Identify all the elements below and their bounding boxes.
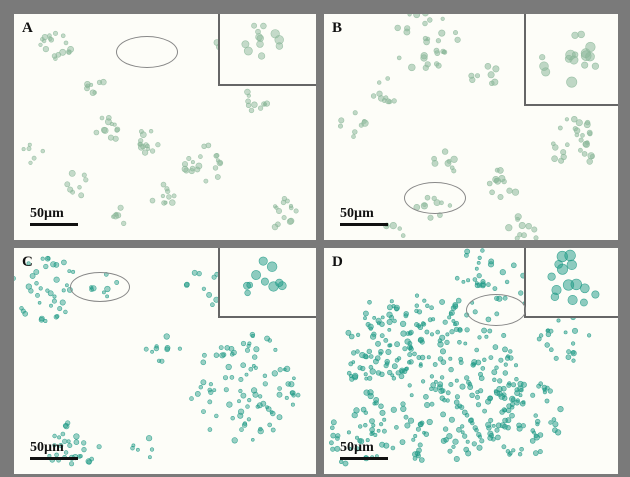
panel-b: B 50µm: [324, 14, 618, 240]
panel-c-cells: [14, 255, 301, 467]
panel-b-scale-label: 50µm: [340, 206, 374, 221]
panel-a-label: A: [22, 20, 33, 36]
panel-a: A 50µm: [14, 14, 316, 240]
panel-b-label: B: [332, 20, 343, 36]
panel-d-label: D: [332, 254, 343, 270]
panel-d: D 50µm: [324, 248, 618, 474]
panel-d-highlight-oval: [466, 294, 526, 326]
panel-d-cells: [329, 248, 592, 467]
panel-b-cells: [338, 14, 595, 240]
panel-c-scale-bar: [30, 457, 78, 460]
panel-b-scale-bar: [340, 223, 388, 226]
panel-c-label: C: [22, 254, 33, 270]
panel-d-inset: [524, 248, 618, 318]
panel-a-inset: [218, 14, 316, 86]
panel-c-highlight-oval: [70, 272, 130, 302]
panel-a-cells: [21, 30, 299, 231]
panel-a-scale-label: 50µm: [30, 206, 64, 221]
panel-b-inset: [524, 14, 618, 106]
panel-d-scale-label: 50µm: [340, 440, 374, 455]
panel-a-highlight-oval: [116, 36, 178, 68]
panel-c-inset: [218, 248, 316, 318]
panel-a-scale-bar: [30, 223, 78, 226]
panel-c: C 50µm: [14, 248, 316, 474]
panel-c-scale-label: 50µm: [30, 440, 64, 455]
panel-d-scale-bar: [340, 457, 388, 460]
panel-b-highlight-oval: [404, 182, 466, 214]
